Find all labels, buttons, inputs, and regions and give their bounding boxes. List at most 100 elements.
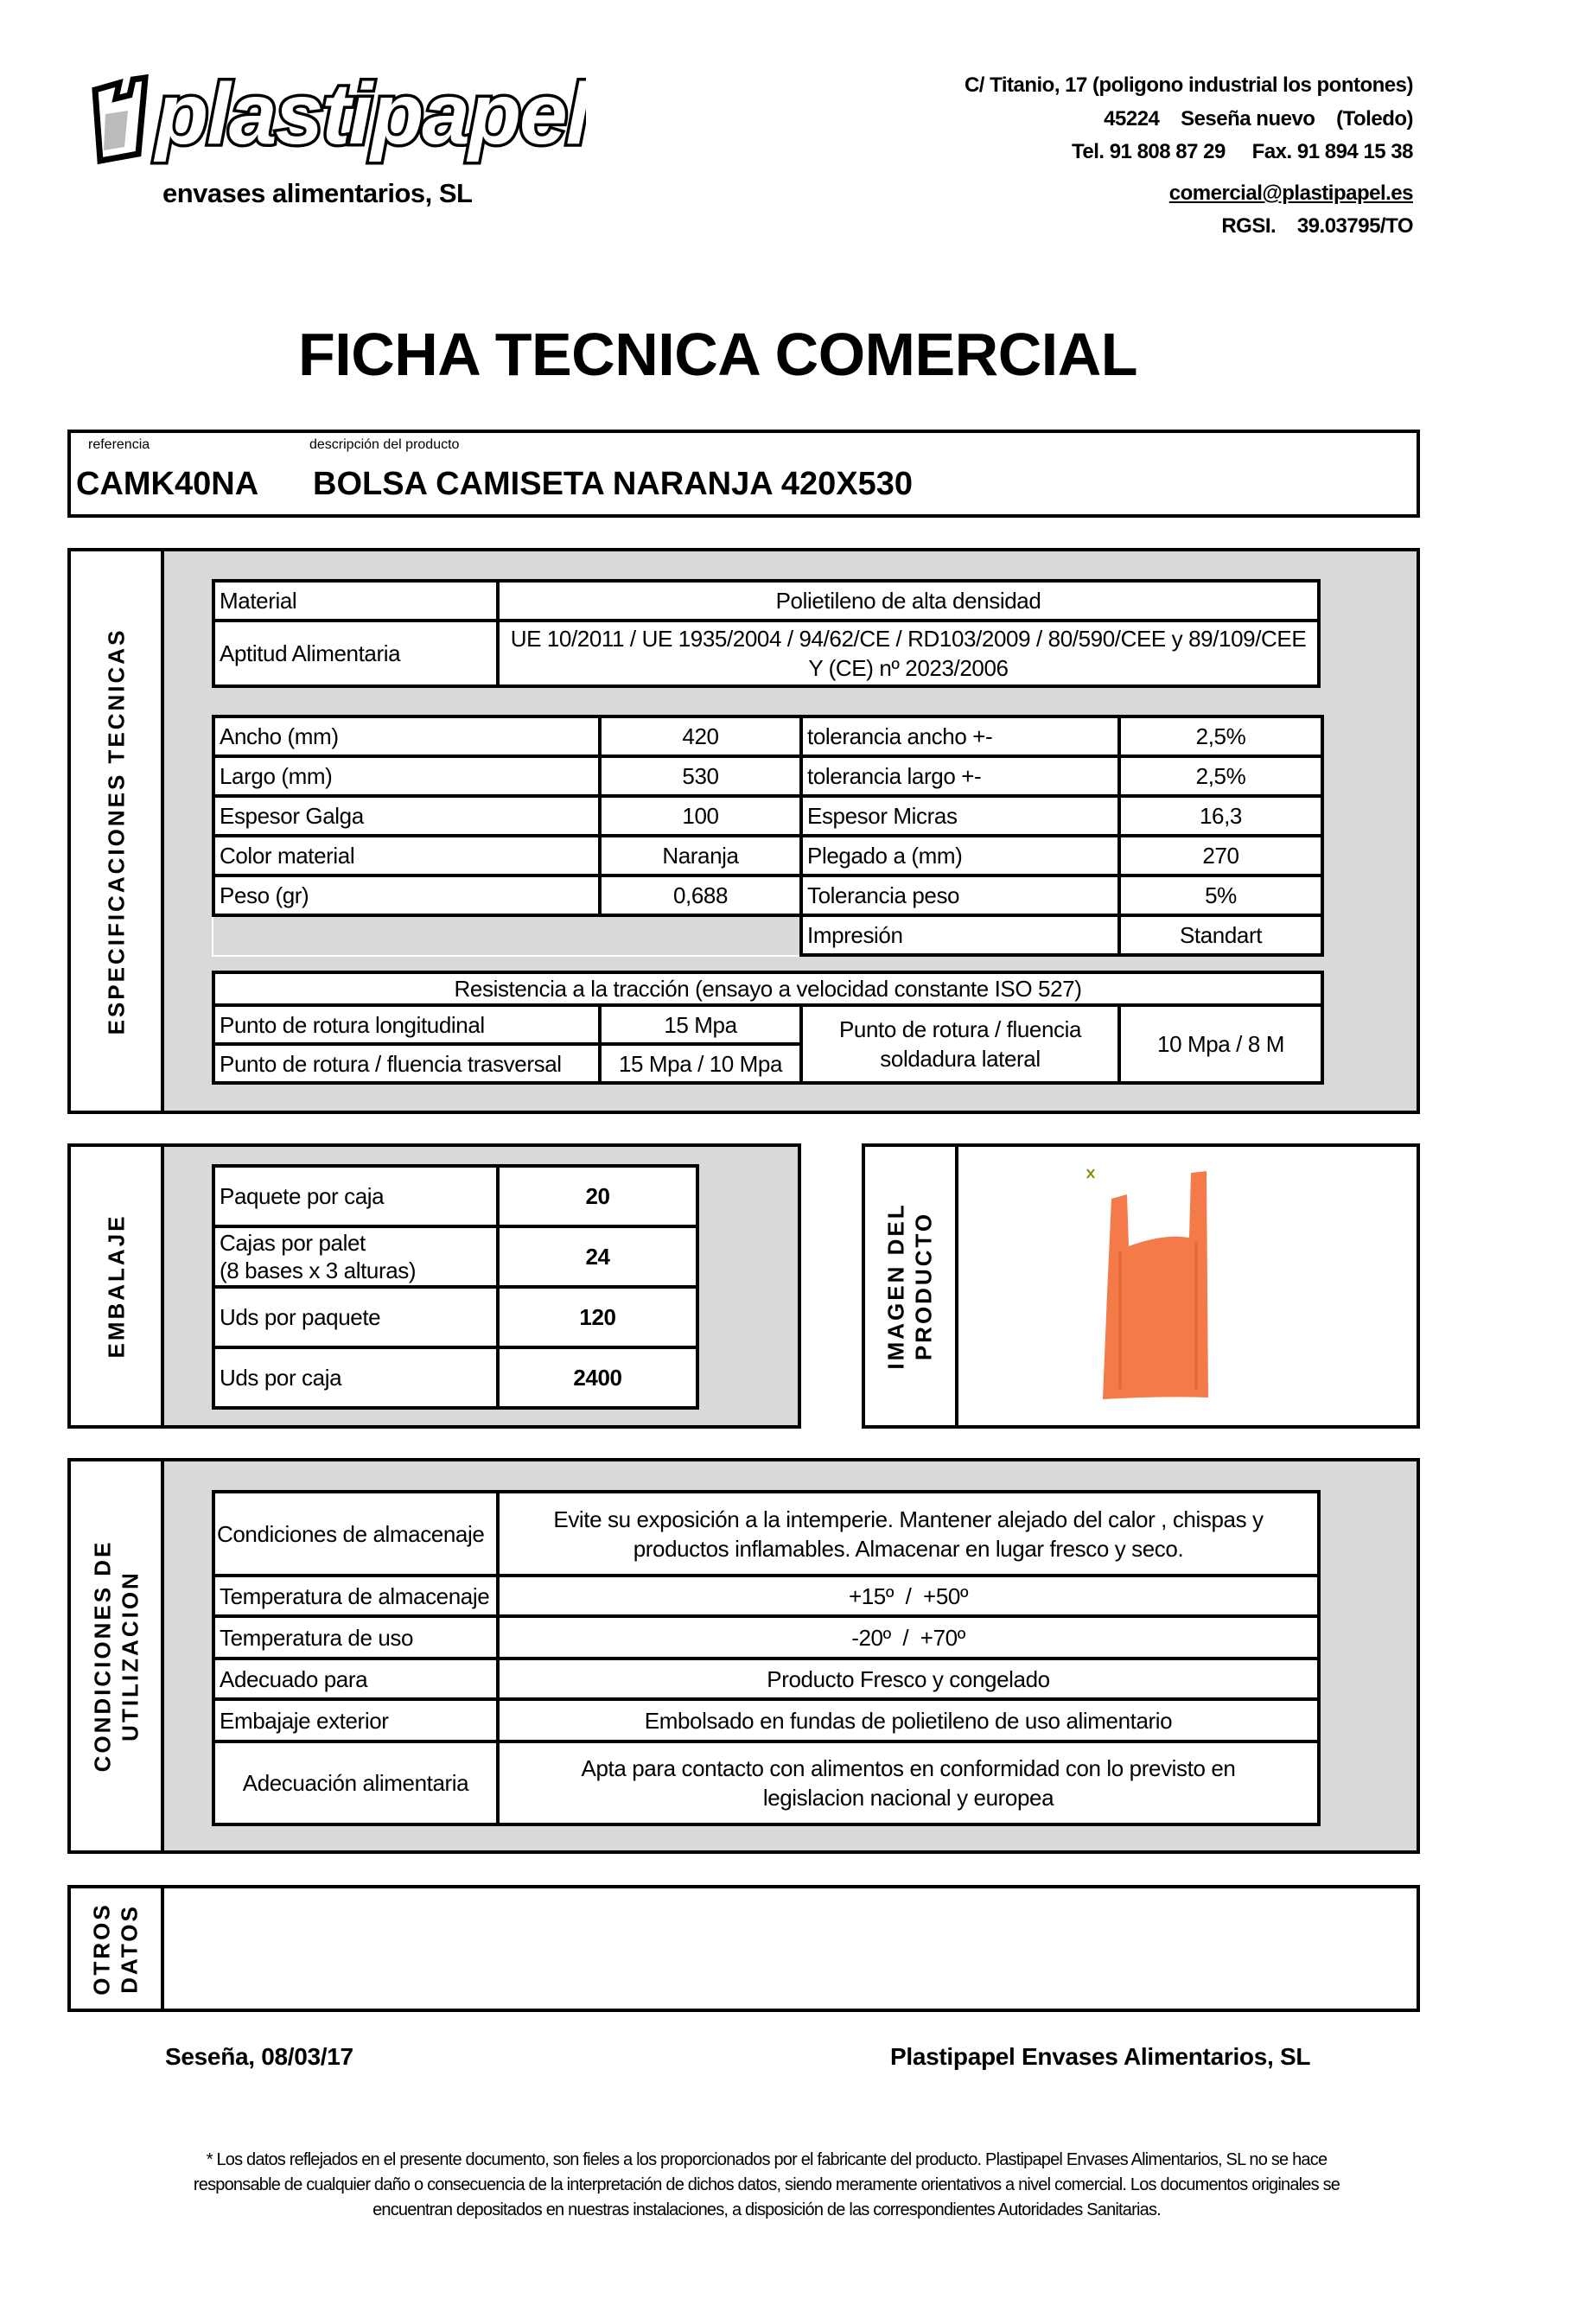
table-row: Largo (mm) 530 tolerancia largo +- 2,5% <box>212 755 1324 798</box>
city-line: 45224 Seseña nuevo (Toledo) <box>1104 107 1413 131</box>
spec-value: 2,5% <box>1195 763 1246 789</box>
spec-value: 2,5% <box>1195 723 1246 749</box>
table-row: Embajaje exterior Embolsado en fundas de … <box>212 1697 1321 1743</box>
table-row: Temperatura de uso -20º / +70º <box>212 1614 1321 1660</box>
spec-label: Ancho (mm) <box>220 723 339 749</box>
long-value: 15 Mpa <box>664 1011 737 1038</box>
aptitud-label: Aptitud Alimentaria <box>220 640 401 666</box>
place-date: Seseña, 08/03/17 <box>165 2043 353 2070</box>
table-row: Impresión Standart <box>213 914 1324 957</box>
company-logo: plastipapel <box>85 63 596 171</box>
otros-section: OTROS DATOS <box>67 1885 1420 2012</box>
spec-value: Standart <box>1179 922 1263 948</box>
spec-label: Color material <box>220 843 355 869</box>
otros-section-label: OTROS <box>89 1901 116 1996</box>
address-line: C/ Titanio, 17 (poligono industrial los … <box>964 73 1414 97</box>
spec-label: Peso (gr) <box>220 882 309 908</box>
embalaje-value: 20 <box>585 1183 610 1209</box>
reference-label: referencia <box>88 437 150 452</box>
table-row: Uds por paquete 120 <box>212 1285 699 1349</box>
phone-line: Tel. 91 808 87 29 Fax. 91 894 15 38 <box>1071 140 1414 163</box>
condicion-value: Producto Fresco y congelado <box>767 1665 1050 1692</box>
spec-value: 5% <box>1205 882 1237 908</box>
spec-label: tolerancia ancho +- <box>807 723 993 749</box>
product-description: BOLSA CAMISETA NARANJA 420X530 <box>313 466 914 502</box>
table-row: Ancho (mm) 420 tolerancia ancho +- 2,5% <box>212 715 1324 758</box>
disclaimer-line-3: encuentran depositados en nuestras insta… <box>372 2200 1162 2219</box>
empty-cell <box>600 915 801 955</box>
svg-text:plastipapel: plastipapel <box>153 67 586 162</box>
table-row: Peso (gr) 0,688 Tolerancia peso 5% <box>212 874 1324 917</box>
embalaje-table: Paquete por caja 20 Cajas por palet (8 bas… <box>212 1164 699 1410</box>
condicion-label: Temperatura de almacenaje <box>220 1582 490 1609</box>
embalaje-value: 2400 <box>573 1365 622 1391</box>
condicion-value: Evite su exposición a la intemperie. Man… <box>496 1490 1321 1577</box>
signature-company: Plastipapel Envases Alimentarios, SL <box>890 2043 1311 2070</box>
traccion-title: Resistencia a la tracción (ensayo a velo… <box>454 976 1082 1002</box>
product-reference: CAMK40NA <box>76 466 259 502</box>
condicion-label: Adecuación alimentaria <box>242 1770 469 1796</box>
spec-label: Espesor Micras <box>807 803 958 829</box>
embalaje-label: Uds por caja <box>220 1365 342 1391</box>
table-row: Paquete por caja 20 <box>212 1164 699 1228</box>
condicion-value: Embolsado en fundas de polietileno de us… <box>644 1707 1173 1734</box>
condicion-label: Condiciones de almacenaje <box>217 1520 485 1547</box>
sold-value: 10 Mpa / 8 M <box>1157 1031 1284 1057</box>
empty-cell <box>213 915 600 955</box>
condicion-value: -20º / +70º <box>851 1624 965 1651</box>
product-bag-image <box>1086 1168 1208 1399</box>
spec-value: 16,3 <box>1199 803 1242 829</box>
embalaje-label: Cajas por palet <box>220 1230 366 1256</box>
table-row: Adecuado para Producto Fresco y congelado <box>212 1657 1321 1701</box>
aptitud-value: UE 10/2011 / UE 1935/2004 / 94/62/CE / R… <box>496 619 1321 688</box>
disclaimer-line-2: responsable de cualquier daño o consecue… <box>193 2175 1340 2194</box>
rgsi-line: RGSI. 39.03795/TO <box>1221 214 1413 238</box>
embalaje-label-note: (8 bases x 3 alturas) <box>220 1258 417 1283</box>
material-label: Material <box>220 588 297 614</box>
embalaje-section-label: EMBALAJE <box>103 1213 130 1359</box>
condicion-label: Temperatura de uso <box>220 1624 414 1651</box>
table-row: Color material Naranja Plegado a (mm) 270 <box>212 834 1324 877</box>
condiciones-table: Condiciones de almacenaje Evite su exposi… <box>212 1490 1321 1826</box>
page-title: FICHA TECNICA COMERCIAL <box>297 321 1138 388</box>
spec-value: 420 <box>682 723 719 749</box>
dimensions-table: Ancho (mm) 420 tolerancia ancho +- 2,5% Lar… <box>212 715 1324 957</box>
email-link[interactable]: comercial@plastipapel.es <box>1168 181 1414 205</box>
company-subtitle: envases alimentarios, SL <box>162 178 473 208</box>
imagen-section-label: IMAGEN DEL <box>883 1202 910 1370</box>
condicion-label: Adecuado para <box>220 1665 368 1692</box>
embalaje-label: Uds por paquete <box>220 1304 381 1330</box>
spec-value: 530 <box>682 763 719 789</box>
imagen-section-label-2: PRODUCTO <box>911 1211 938 1361</box>
material-value: Polietileno de alta densidad <box>775 588 1041 614</box>
plastipapel-logo-icon: plastipapel <box>92 63 596 166</box>
spec-label: Espesor Galga <box>220 803 364 829</box>
embalaje-label: Paquete por caja <box>220 1183 385 1209</box>
trans-label: Punto de rotura / fluencia trasversal <box>220 1050 562 1077</box>
table-row: Cajas por palet (8 bases x 3 alturas) 24 <box>212 1225 699 1289</box>
spec-value: 270 <box>1202 843 1239 869</box>
specs-section-label: ESPECIFICACIONES TECNICAS <box>103 627 130 1035</box>
spec-value: Naranja <box>662 843 739 869</box>
otros-section-label-2: DATOS <box>117 1903 143 1994</box>
material-table: Material Polietileno de alta densidad Apt… <box>212 579 1321 688</box>
spec-label: tolerancia largo +- <box>807 763 982 789</box>
table-row: Condiciones de almacenaje Evite su exposi… <box>212 1490 1321 1577</box>
spec-label: Largo (mm) <box>220 763 333 789</box>
traccion-table: Resistencia a la tracción (ensayo a velo… <box>212 971 1324 1085</box>
embalaje-value: 120 <box>579 1304 616 1330</box>
imagen-section: IMAGEN DEL PRODUCTO <box>862 1143 1420 1429</box>
spec-label: Tolerancia peso <box>807 882 960 908</box>
description-label: descripción del producto <box>309 437 460 452</box>
condicion-value: Apta para contacto con alimentos en conf… <box>496 1740 1321 1826</box>
table-row: Uds por caja 2400 <box>212 1346 699 1410</box>
spec-label: Plegado a (mm) <box>807 843 963 869</box>
embalaje-value: 24 <box>585 1244 610 1270</box>
sold-label: Punto de rotura / fluencia soldadura lat… <box>799 1003 1121 1085</box>
trans-value: 15 Mpa / 10 Mpa <box>618 1050 783 1077</box>
condiciones-section-label-2: UTILIZACION <box>117 1570 143 1741</box>
condicion-label: Embajaje exterior <box>220 1707 389 1734</box>
spec-value: 0,688 <box>672 882 729 908</box>
product-header: referencia descripción del producto CAMK… <box>67 430 1420 518</box>
long-label: Punto de rotura longitudinal <box>220 1011 485 1038</box>
